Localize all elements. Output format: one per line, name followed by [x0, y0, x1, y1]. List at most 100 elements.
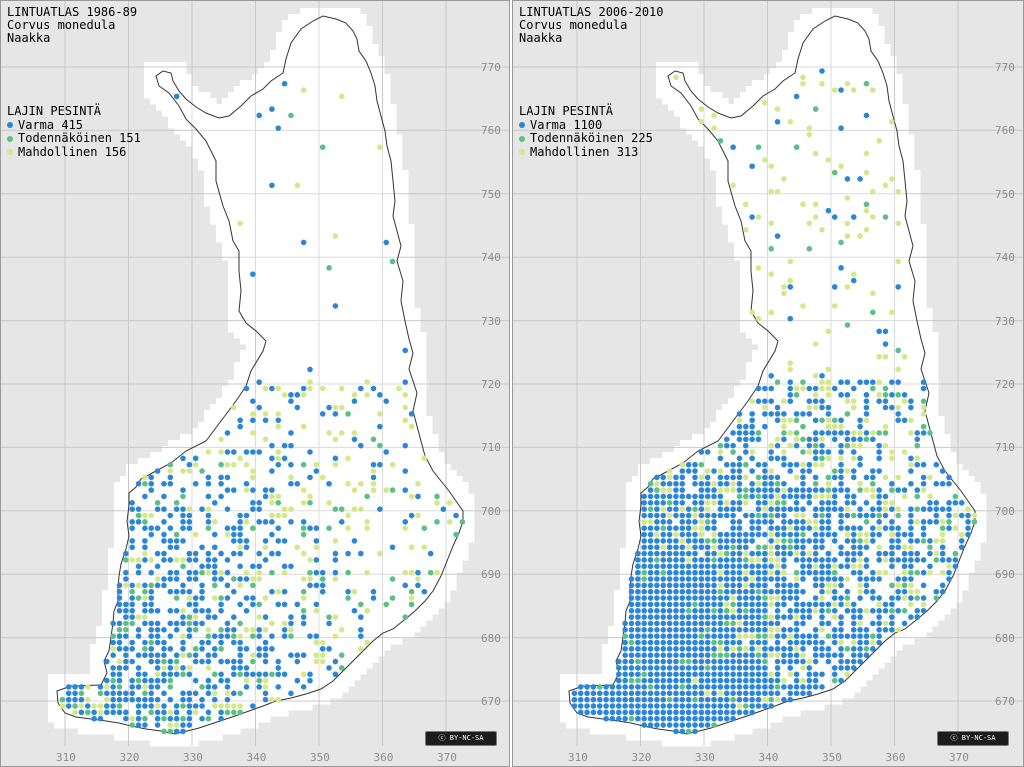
- observation-dot: [711, 512, 717, 519]
- observation-dot: [110, 652, 116, 658]
- observation-dot: [596, 684, 603, 690]
- observation-dot: [793, 538, 800, 544]
- observation-dot: [269, 500, 275, 506]
- legend: LAJIN PESINTÄ Varma 415 Todennäköinen 15…: [7, 104, 141, 159]
- observation-dot: [326, 665, 332, 671]
- observation-dot: [920, 506, 927, 512]
- observation-dot: [844, 411, 851, 417]
- observation-dot: [749, 430, 755, 436]
- observation-dot: [844, 601, 851, 608]
- observation-dot: [723, 563, 730, 570]
- observation-dot: [218, 715, 224, 722]
- observation-dot: [787, 284, 794, 290]
- observation-dot: [269, 487, 275, 493]
- observation-dot: [927, 500, 933, 506]
- observation-dot: [717, 563, 724, 570]
- observation-dot: [590, 690, 597, 697]
- observation-dot: [237, 455, 243, 462]
- observation-dot: [313, 639, 320, 646]
- observation-dot: [275, 696, 282, 703]
- observation-dot: [326, 500, 332, 506]
- observation-dot: [666, 468, 673, 474]
- observation-dot: [84, 709, 91, 716]
- observation-dot: [666, 646, 673, 652]
- observation-dot: [768, 480, 774, 487]
- observation-dot: [914, 430, 921, 436]
- observation-dot: [920, 569, 927, 576]
- observation-dot: [876, 430, 882, 436]
- observation-dot: [660, 544, 667, 551]
- observation-dot: [205, 652, 212, 658]
- observation-dot: [635, 690, 641, 697]
- observation-dot: [679, 487, 686, 493]
- observation-dot: [211, 582, 218, 589]
- observation-dot: [326, 620, 332, 627]
- observation-dot: [231, 658, 237, 665]
- observation-dot: [908, 582, 914, 589]
- observation-dot: [408, 493, 415, 500]
- observation-dot: [685, 658, 692, 665]
- observation-dot: [736, 646, 743, 652]
- observation-dot: [819, 226, 825, 233]
- observation-dot: [673, 557, 679, 563]
- observation-dot: [396, 385, 402, 392]
- observation-dot: [269, 182, 275, 189]
- observation-dot: [123, 652, 129, 658]
- observation-dot: [628, 576, 635, 582]
- observation-dot: [870, 506, 876, 512]
- observation-dot: [717, 550, 724, 557]
- observation-dot: [914, 442, 921, 449]
- observation-dot: [774, 404, 781, 411]
- observation-dot: [698, 690, 705, 697]
- observation-dot: [250, 500, 256, 506]
- observation-dot: [920, 379, 927, 385]
- observation-dot: [908, 480, 914, 487]
- observation-dot: [154, 563, 161, 570]
- observation-dot: [711, 684, 717, 690]
- observation-dot: [920, 487, 927, 493]
- observation-dot: [383, 601, 390, 608]
- observation-dot: [717, 576, 724, 582]
- observation-dot: [110, 620, 116, 627]
- observation-dot: [142, 519, 148, 525]
- observation-dot: [933, 595, 940, 601]
- observation-dot: [237, 519, 243, 525]
- observation-dot: [641, 646, 647, 652]
- observation-dot: [161, 652, 167, 658]
- observation-dot: [844, 607, 851, 614]
- observation-dot: [806, 639, 813, 646]
- observation-dot: [673, 531, 679, 538]
- observation-dot: [635, 563, 641, 570]
- observation-dot: [857, 569, 863, 576]
- observation-dot: [800, 620, 806, 627]
- observation-dot: [730, 620, 736, 627]
- observation-dot: [743, 696, 749, 703]
- y-tick-label: 670: [481, 695, 501, 708]
- observation-dot: [812, 436, 819, 443]
- observation-dot: [762, 506, 768, 512]
- observation-dot: [104, 677, 110, 684]
- observation-dot: [850, 665, 857, 671]
- observation-dot: [628, 614, 635, 620]
- observation-dot: [736, 633, 743, 639]
- observation-dot: [730, 480, 736, 487]
- observation-dot: [806, 442, 813, 449]
- observation-dot: [647, 506, 654, 512]
- observation-dot: [768, 468, 774, 474]
- observation-dot: [673, 493, 679, 500]
- observation-dot: [654, 684, 660, 690]
- observation-dot: [787, 525, 794, 531]
- observation-dot: [300, 671, 307, 678]
- observation-dot: [806, 125, 813, 131]
- observation-dot: [946, 519, 952, 525]
- observation-dot: [269, 588, 275, 595]
- observation-dot: [660, 607, 667, 614]
- observation-dot: [628, 601, 635, 608]
- observation-dot: [173, 595, 180, 601]
- observation-dot: [326, 525, 332, 531]
- observation-dot: [781, 436, 787, 443]
- observation-dot: [116, 588, 123, 595]
- observation-dot: [654, 627, 660, 633]
- observation-dot: [281, 563, 288, 570]
- observation-dot: [685, 607, 692, 614]
